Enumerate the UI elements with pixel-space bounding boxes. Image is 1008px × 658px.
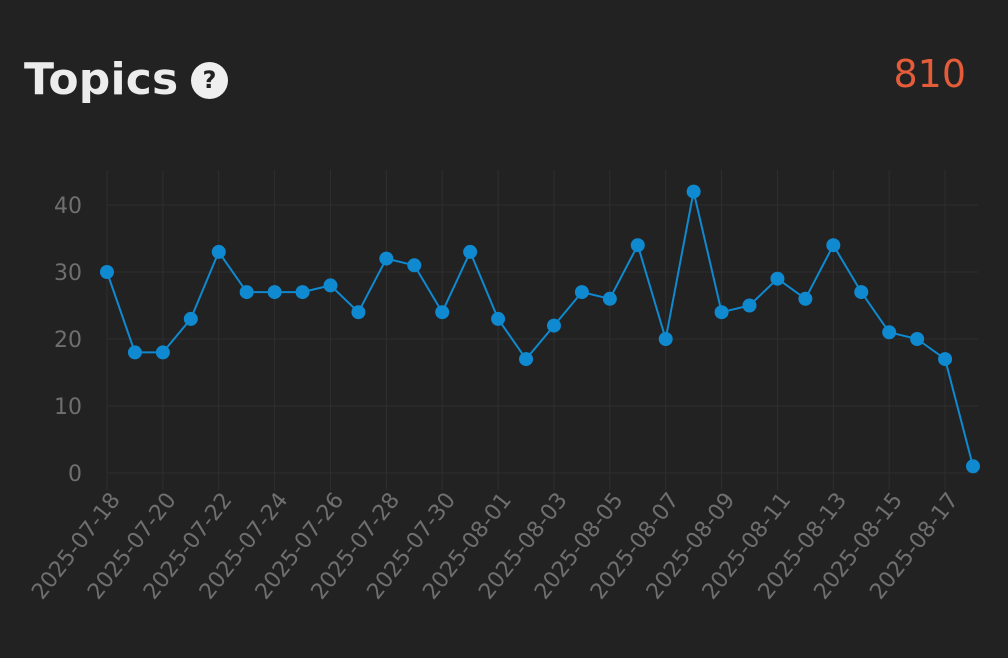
y-tick-label: 40 [54, 194, 82, 219]
help-icon[interactable]: ? [191, 62, 228, 99]
data-point [519, 352, 534, 367]
data-point [714, 305, 729, 320]
data-point [183, 311, 198, 326]
data-point [966, 459, 980, 474]
data-point [630, 238, 645, 253]
y-tick-label: 20 [54, 328, 82, 353]
data-point [155, 345, 170, 360]
data-point [211, 244, 226, 259]
data-point [882, 325, 897, 340]
data-point [854, 285, 869, 300]
data-point [295, 285, 310, 300]
data-point [463, 244, 478, 259]
data-point [351, 305, 366, 320]
y-tick-label: 10 [54, 395, 82, 420]
data-point [686, 184, 701, 199]
data-point [100, 265, 114, 279]
series-line [106, 190, 974, 467]
data-point [379, 251, 394, 266]
data-point [770, 271, 785, 286]
data-point [323, 278, 338, 293]
data-point [826, 238, 841, 253]
data-point [602, 291, 617, 306]
card-header: Topics ? 810 [0, 0, 1008, 130]
data-point [574, 285, 589, 300]
page-title: Topics [24, 54, 179, 105]
data-point [910, 332, 925, 346]
y-tick-label: 30 [54, 261, 82, 286]
total-count: 810 [893, 52, 966, 96]
data-point [407, 258, 422, 273]
data-point [267, 285, 282, 300]
data-point [798, 291, 813, 306]
data-point [435, 305, 450, 320]
data-point [491, 311, 506, 326]
data-point [658, 332, 673, 346]
data-point [239, 285, 254, 300]
data-point [938, 352, 953, 367]
y-tick-label: 0 [68, 462, 82, 487]
data-point [742, 298, 757, 313]
data-point [546, 318, 561, 333]
data-point [127, 345, 142, 360]
